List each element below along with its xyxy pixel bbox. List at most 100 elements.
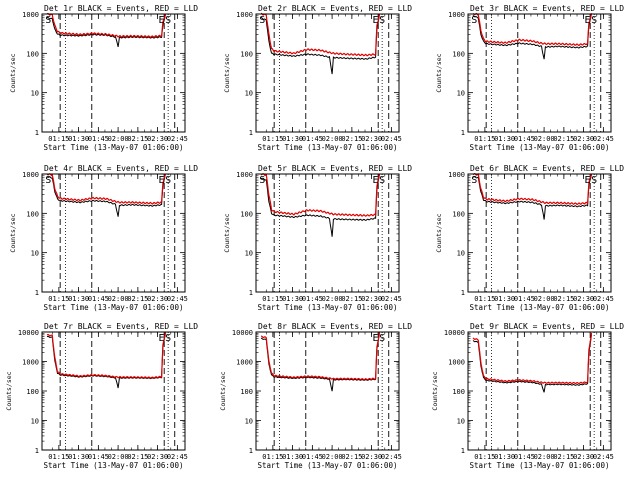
y-tick-label: 100 xyxy=(240,50,253,58)
y-tick-label: 1 xyxy=(249,289,253,297)
x-tick-label: 02:45 xyxy=(167,295,188,303)
y-axis-label: Counts/sec xyxy=(223,53,231,92)
y-axis-label: Counts/sec xyxy=(9,213,17,252)
y-tick-label: 10 xyxy=(31,90,39,98)
x-tick-label: 01:15 xyxy=(262,295,283,303)
x-tick-label: 01:30 xyxy=(68,135,89,143)
plot-frame xyxy=(467,173,612,293)
y-axis-label: Counts/sec xyxy=(435,213,443,252)
marker-s: S xyxy=(165,175,171,186)
x-tick-label: 02:15 xyxy=(553,453,574,461)
x-tick-label: 02:00 xyxy=(108,453,129,461)
series-lld xyxy=(472,172,593,206)
y-tick-label: 100 xyxy=(240,388,253,396)
x-tick-label: 02:15 xyxy=(127,135,148,143)
x-tick-label: 02:30 xyxy=(361,453,382,461)
x-tick-label: 02:15 xyxy=(127,295,148,303)
marker-s: S xyxy=(379,333,385,344)
marker-s: S xyxy=(591,175,597,186)
series-events xyxy=(261,331,380,392)
x-axis-label: Start Time (13-May-07 01:06:00) xyxy=(44,461,184,470)
y-tick-label: 1 xyxy=(249,447,253,455)
series-lld xyxy=(46,332,167,379)
panel-title: Det 2r BLACK = Events, RED = LLD xyxy=(258,4,412,13)
series-lld xyxy=(46,12,167,38)
x-tick-label: 02:00 xyxy=(108,135,129,143)
x-tick-label: 01:45 xyxy=(514,135,535,143)
panel-title: Det 7r BLACK = Events, RED = LLD xyxy=(44,322,198,331)
plot-frame xyxy=(41,331,186,451)
y-tick-label: 1 xyxy=(461,129,465,137)
marker-s: S xyxy=(379,175,385,186)
panel-title: Det 4r BLACK = Events, RED = LLD xyxy=(44,164,198,173)
series-events xyxy=(472,334,592,393)
detector-panel-6: Det 6r BLACK = Events, RED = LLD 1 10 100 10… xyxy=(435,164,624,312)
y-tick-label: 10 xyxy=(245,418,253,426)
y-tick-label: 1000 xyxy=(22,359,39,367)
x-tick-label: 02:30 xyxy=(147,453,168,461)
series-events xyxy=(260,13,380,75)
y-tick-label: 100 xyxy=(240,210,253,218)
marker-s: S xyxy=(379,15,385,26)
x-tick-label: 02:30 xyxy=(573,295,594,303)
x-tick-label: 02:15 xyxy=(341,135,362,143)
x-tick-label: 02:30 xyxy=(361,135,382,143)
x-tick-label: 02:00 xyxy=(534,453,555,461)
y-axis-label: Counts/sec xyxy=(435,53,443,92)
y-tick-label: 1 xyxy=(35,129,39,137)
y-tick-label: 1000 xyxy=(448,171,465,179)
series-events xyxy=(472,174,592,220)
x-tick-label: 01:45 xyxy=(88,295,109,303)
x-tick-label: 01:15 xyxy=(474,135,495,143)
x-tick-label: 01:45 xyxy=(302,295,323,303)
x-tick-label: 01:45 xyxy=(514,453,535,461)
panel-title: Det 1r BLACK = Events, RED = LLD xyxy=(44,4,198,13)
x-tick-label: 01:15 xyxy=(262,135,283,143)
x-tick-label: 02:30 xyxy=(147,295,168,303)
y-tick-label: 100 xyxy=(26,388,39,396)
x-tick-label: 01:30 xyxy=(282,295,303,303)
x-tick-label: 02:45 xyxy=(381,135,402,143)
plot-frame xyxy=(41,173,186,293)
y-tick-label: 1000 xyxy=(236,171,253,179)
plot-frame xyxy=(255,13,400,133)
y-tick-label: 10000 xyxy=(444,329,465,337)
series-lld xyxy=(46,173,167,205)
x-tick-label: 02:15 xyxy=(553,295,574,303)
plot-frame xyxy=(255,331,400,451)
y-tick-label: 100 xyxy=(452,388,465,396)
detector-panel-8: Det 8r BLACK = Events, RED = LLD 1 10 100 10… xyxy=(219,322,412,470)
x-axis-label: Start Time (13-May-07 01:06:00) xyxy=(258,143,398,152)
series-lld xyxy=(261,331,381,381)
x-tick-label: 01:15 xyxy=(48,135,69,143)
y-tick-label: 1000 xyxy=(236,359,253,367)
plot-frame xyxy=(467,331,612,451)
y-tick-label: 10 xyxy=(245,90,253,98)
y-tick-label: 100 xyxy=(452,210,465,218)
y-tick-label: 10 xyxy=(31,250,39,258)
x-tick-label: 02:00 xyxy=(108,295,129,303)
x-tick-label: 02:00 xyxy=(322,453,343,461)
x-tick-label: 01:15 xyxy=(474,295,495,303)
y-tick-label: 1000 xyxy=(22,171,39,179)
x-tick-label: 01:15 xyxy=(48,295,69,303)
marker-s: S xyxy=(45,175,51,186)
detector-panel-1: Det 1r BLACK = Events, RED = LLD 1 10 100 10… xyxy=(9,4,198,152)
x-tick-label: 02:45 xyxy=(167,453,188,461)
y-tick-label: 1 xyxy=(461,289,465,297)
x-tick-label: 01:15 xyxy=(262,453,283,461)
x-axis-label: Start Time (13-May-07 01:06:00) xyxy=(470,461,610,470)
y-tick-label: 100 xyxy=(26,50,39,58)
panel-title: Det 9r BLACK = Events, RED = LLD xyxy=(470,322,624,331)
y-tick-label: 10 xyxy=(457,418,465,426)
x-tick-label: 01:30 xyxy=(494,453,515,461)
y-tick-label: 10 xyxy=(245,250,253,258)
panel-title: Det 5r BLACK = Events, RED = LLD xyxy=(258,164,412,173)
y-tick-label: 10 xyxy=(457,90,465,98)
y-tick-label: 1000 xyxy=(22,11,39,19)
series-events xyxy=(260,174,380,237)
x-tick-label: 02:45 xyxy=(381,295,402,303)
y-tick-label: 1 xyxy=(249,129,253,137)
